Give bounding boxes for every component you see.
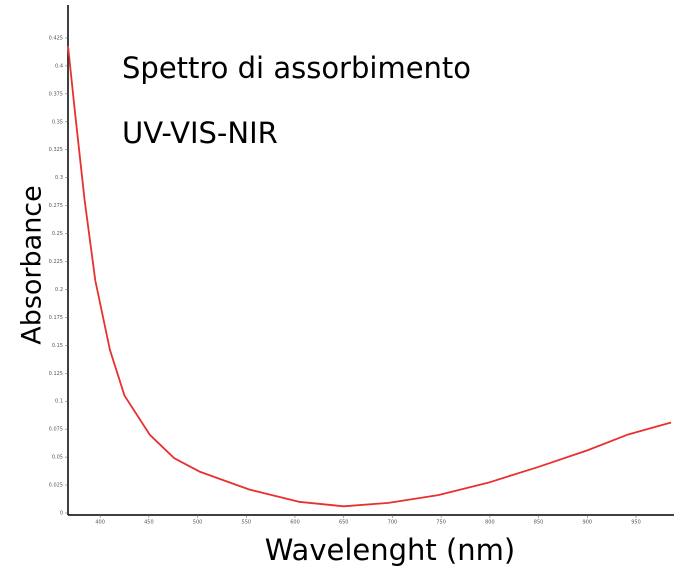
y-tick-label: 0.1	[55, 399, 63, 405]
x-tick-label: 550	[242, 520, 252, 526]
y-tick-label: 0.225	[49, 259, 63, 265]
x-tick-label: 750	[436, 520, 446, 526]
y-tick-label: 0.2	[55, 287, 63, 293]
y-tick-label: 0.25	[52, 231, 63, 237]
spectrum-line	[67, 45, 672, 508]
x-tick-label: 650	[339, 520, 349, 526]
x-tick-label: 400	[95, 520, 105, 526]
x-tick-label: 500	[193, 520, 203, 526]
y-tick-label: 0.175	[49, 315, 63, 321]
x-tick-label: 600	[290, 520, 300, 526]
x-tick-label: 700	[388, 520, 398, 526]
chart-title: Spettro di assorbimento	[122, 51, 471, 85]
y-tick-label: 0.025	[49, 483, 63, 489]
x-tick-label: 800	[485, 520, 495, 526]
y-tick-label: 0.125	[49, 371, 63, 377]
y-tick-label: 0.3	[55, 175, 63, 181]
y-tick-label: 0.05	[52, 455, 63, 461]
x-tick-label: 450	[144, 520, 154, 526]
y-axis-label: Absorbance	[17, 185, 48, 345]
x-tick-label: 900	[583, 520, 593, 526]
x-tick-label: 950	[631, 520, 641, 526]
y-tick-label: 0.35	[52, 119, 63, 125]
y-tick-label: 0.4	[55, 63, 63, 69]
y-tick-label: 0.15	[52, 343, 63, 349]
x-axis-label: Wavelenght (nm)	[265, 533, 516, 567]
y-tick-label: 0	[60, 511, 63, 517]
x-tick-label: 850	[534, 520, 544, 526]
y-tick-label: 0.375	[49, 91, 63, 97]
y-tick-label: 0.275	[49, 203, 63, 209]
y-tick-label: 0.075	[49, 427, 63, 433]
y-tick-label: 0.325	[49, 147, 63, 153]
y-tick-label: 0.425	[49, 35, 63, 41]
chart-subtitle: UV-VIS-NIR	[122, 116, 278, 150]
